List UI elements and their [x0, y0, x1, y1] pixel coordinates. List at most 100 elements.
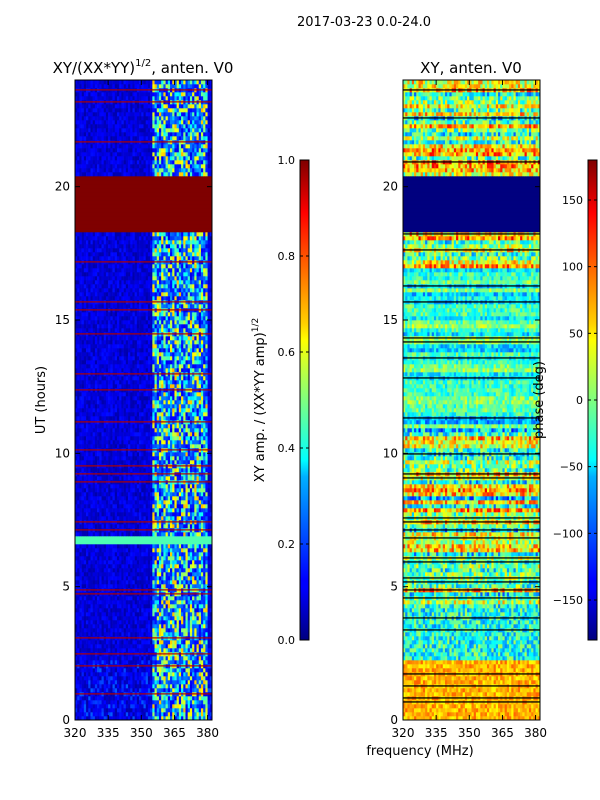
amplitude-cell — [200, 704, 204, 709]
amplitude-cell — [194, 596, 197, 601]
amplitude-cell — [147, 432, 151, 437]
amplitude-cell — [123, 696, 127, 701]
amplitude-cell — [161, 660, 164, 665]
amplitude-cell — [203, 704, 206, 709]
amplitude-cell — [86, 400, 89, 405]
amplitude-cell — [158, 456, 162, 461]
amplitude-cell — [158, 604, 162, 609]
amplitude-cell — [108, 500, 111, 505]
amplitude-cell — [154, 568, 158, 573]
amplitude-cell — [103, 560, 107, 565]
amplitude-cell — [185, 576, 188, 581]
amplitude-cell — [94, 512, 98, 517]
amplitude-cell — [94, 428, 98, 433]
amplitude-cell — [198, 680, 202, 685]
amplitude-cell — [119, 416, 122, 421]
amplitude-cell — [128, 696, 131, 701]
amplitude-cell — [94, 500, 98, 505]
amplitude-cell — [94, 484, 98, 489]
amplitude-cell — [185, 488, 188, 493]
amplitude-cell — [209, 476, 212, 481]
amplitude-cell — [198, 516, 202, 521]
amplitude-cell — [192, 700, 195, 705]
amplitude-cell — [196, 396, 200, 401]
amplitude-cell — [97, 712, 100, 717]
amplitude-cell — [121, 412, 124, 417]
amplitude-cell — [101, 500, 105, 505]
amplitude-cell — [134, 512, 138, 517]
amplitude-cell — [119, 432, 122, 437]
amplitude-cell — [152, 584, 155, 589]
amplitude-cell — [77, 456, 80, 461]
amplitude-cell — [108, 712, 111, 717]
amplitude-cell — [103, 604, 107, 609]
amplitude-cell — [167, 684, 171, 689]
amplitude-cell — [147, 620, 151, 625]
amplitude-cell — [119, 428, 122, 433]
amplitude-cell — [136, 404, 140, 409]
amplitude-cell — [139, 496, 142, 501]
amplitude-cell — [128, 548, 131, 553]
amplitude-cell — [90, 620, 93, 625]
amplitude-cell — [94, 656, 98, 661]
amplitude-cell — [123, 496, 127, 501]
amplitude-cell — [183, 624, 186, 629]
amplitude-cell — [181, 484, 184, 489]
amplitude-cell — [99, 568, 102, 573]
amplitude-cell — [154, 424, 158, 429]
amplitude-cell — [139, 628, 142, 633]
amplitude-cell — [198, 644, 202, 649]
amplitude-cell — [79, 476, 82, 481]
amplitude-cell — [110, 616, 113, 621]
amplitude-cell — [143, 612, 147, 617]
amplitude-cell — [209, 484, 212, 489]
amplitude-cell — [79, 600, 82, 605]
amplitude-cell — [99, 476, 102, 481]
amplitude-cell — [189, 700, 193, 705]
amplitude-cell — [86, 552, 89, 557]
amplitude-cell — [200, 564, 204, 569]
amplitude-cell — [147, 508, 151, 513]
amplitude-cell — [163, 408, 166, 413]
amplitude-cell — [181, 576, 184, 581]
amplitude-cell — [176, 504, 180, 509]
amplitude-cell — [116, 468, 120, 473]
amplitude-cell — [143, 544, 147, 549]
flagged-line — [75, 481, 212, 483]
amplitude-cell — [187, 572, 191, 577]
amplitude-cell — [174, 704, 177, 709]
amplitude-cell — [97, 496, 100, 501]
amplitude-cell — [79, 712, 82, 717]
amplitude-cell — [101, 532, 105, 537]
amplitude-cell — [99, 440, 102, 445]
amplitude-cell — [99, 672, 102, 677]
amplitude-cell — [196, 628, 200, 633]
amplitude-cell — [145, 624, 149, 629]
amplitude-cell — [105, 696, 109, 701]
amplitude-cell — [108, 532, 111, 537]
amplitude-cell — [103, 396, 107, 401]
amplitude-cell — [130, 612, 133, 617]
amplitude-cell — [181, 564, 184, 569]
amplitude-cell — [90, 516, 93, 521]
amplitude-cell — [88, 560, 91, 565]
amplitude-cell — [203, 428, 206, 433]
amplitude-cell — [123, 604, 127, 609]
amplitude-cell — [130, 600, 133, 605]
amplitude-cell — [86, 440, 89, 445]
amplitude-cell — [77, 560, 80, 565]
amplitude-cell — [88, 452, 91, 457]
amplitude-cell — [178, 672, 182, 677]
amplitude-cell — [130, 460, 133, 465]
amplitude-cell — [112, 500, 116, 505]
amplitude-cell — [112, 576, 116, 581]
amplitude-cell — [83, 408, 87, 413]
amplitude-cell — [147, 576, 151, 581]
amplitude-cell — [77, 668, 80, 673]
amplitude-cell — [81, 444, 85, 449]
amplitude-cell — [81, 392, 85, 397]
amplitude-cell — [154, 504, 158, 509]
amplitude-cell — [196, 428, 200, 433]
amplitude-cell — [92, 672, 96, 677]
amplitude-cell — [200, 436, 204, 441]
